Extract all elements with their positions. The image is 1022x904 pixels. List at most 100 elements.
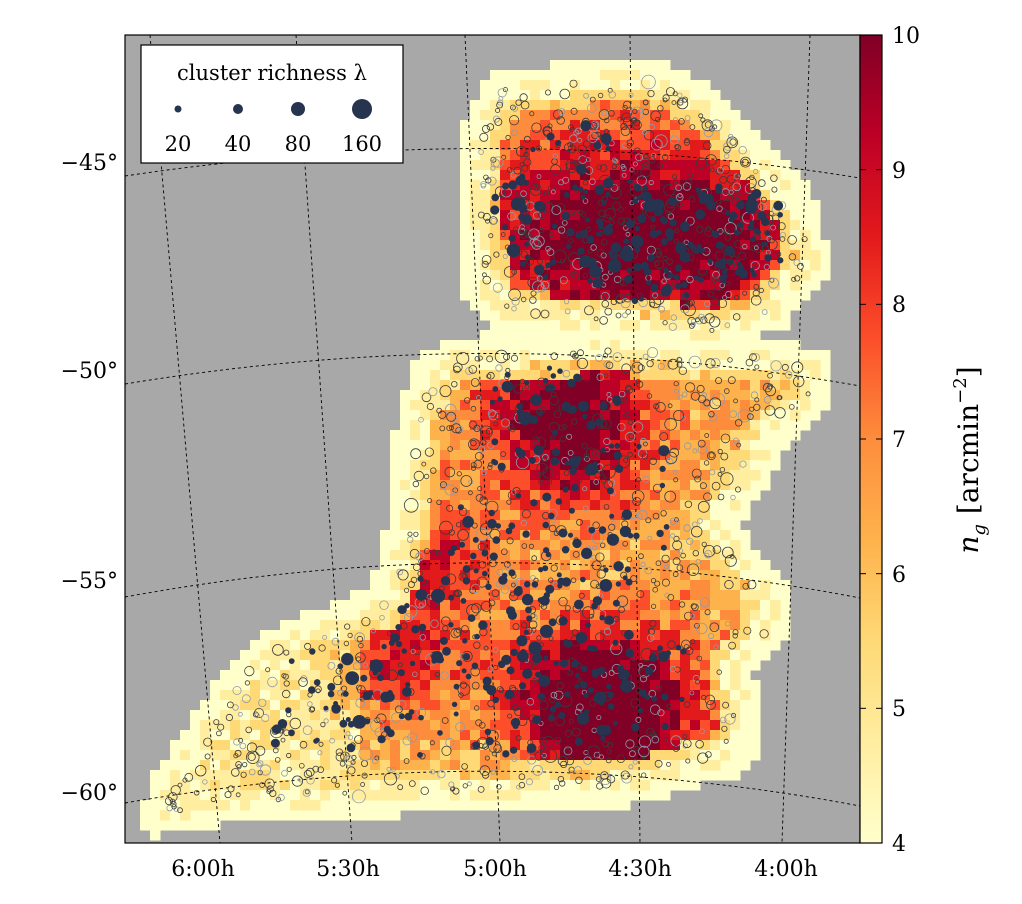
heatmap-cell xyxy=(510,460,521,471)
heatmap-cell xyxy=(740,560,751,571)
cluster-marker-open xyxy=(631,118,637,124)
footprint-edge-cell xyxy=(550,340,561,351)
heatmap-cell xyxy=(440,680,451,691)
heatmap-cell xyxy=(310,670,321,681)
heatmap-cell xyxy=(660,220,671,231)
footprint-edge-cell xyxy=(740,750,751,761)
cluster-marker-open xyxy=(289,717,302,730)
heatmap-cell xyxy=(600,530,611,541)
heatmap-cell xyxy=(700,470,711,481)
cluster-marker-open xyxy=(752,289,760,297)
heatmap-cell xyxy=(520,270,531,281)
cluster-marker-open xyxy=(694,475,701,483)
heatmap-cell xyxy=(600,680,611,691)
cluster-marker-open xyxy=(244,680,250,686)
cluster-marker-filled xyxy=(603,567,609,573)
heatmap-cell xyxy=(600,320,611,331)
heatmap-cell xyxy=(620,150,631,161)
heatmap-cell xyxy=(500,130,511,141)
heatmap-cell xyxy=(580,320,591,331)
heatmap-cell xyxy=(460,460,471,471)
cluster-marker-filled xyxy=(564,691,571,698)
heatmap-cell xyxy=(550,510,561,521)
heatmap-cell xyxy=(600,360,611,371)
heatmap-cell xyxy=(710,740,721,751)
heatmap-cell xyxy=(640,490,651,501)
cluster-marker-open xyxy=(492,664,499,671)
heatmap-cell xyxy=(790,270,801,281)
heatmap-cell xyxy=(660,300,671,311)
heatmap-cell xyxy=(490,230,501,241)
cluster-marker-open xyxy=(468,438,480,451)
cluster-marker-filled xyxy=(501,380,514,393)
heatmap-cell xyxy=(630,350,641,361)
heatmap-cell xyxy=(670,210,681,221)
heatmap-cell xyxy=(650,300,661,311)
heatmap-cell xyxy=(700,200,711,211)
cluster-marker-open xyxy=(701,119,714,132)
heatmap-cell xyxy=(720,230,731,241)
cluster-marker-open xyxy=(550,352,559,361)
heatmap-cell xyxy=(450,750,461,761)
heatmap-cell xyxy=(610,170,621,181)
cluster-marker-filled xyxy=(492,459,499,466)
cluster-marker-open xyxy=(492,115,500,123)
heatmap-cell xyxy=(500,440,511,451)
heatmap-cell xyxy=(770,300,781,311)
cluster-marker-open xyxy=(683,524,691,532)
heatmap-cell xyxy=(550,490,561,501)
heatmap-cell xyxy=(640,300,651,311)
heatmap-cell xyxy=(620,300,631,311)
heatmap-cell xyxy=(530,510,541,521)
heatmap-cell xyxy=(680,490,691,501)
cluster-marker-filled xyxy=(556,572,562,578)
cluster-marker-open xyxy=(491,751,497,757)
heatmap-cell xyxy=(470,370,481,381)
cluster-marker-filled xyxy=(607,691,615,699)
heatmap-cell xyxy=(720,280,731,291)
footprint-edge-cell xyxy=(790,340,801,351)
heatmap-cell xyxy=(510,490,521,501)
heatmap-cell xyxy=(330,680,341,691)
heatmap-cell xyxy=(490,560,501,571)
heatmap-cell xyxy=(290,780,301,791)
cluster-marker-open xyxy=(624,431,636,443)
heatmap-cell xyxy=(190,740,201,751)
heatmap-cell xyxy=(720,570,731,581)
heatmap-cell xyxy=(560,380,571,391)
heatmap-cell xyxy=(700,490,711,501)
heatmap-cell xyxy=(660,80,671,91)
heatmap-cell xyxy=(620,400,631,411)
heatmap-cell xyxy=(300,740,311,751)
heatmap-cell xyxy=(490,380,501,391)
footprint-edge-cell xyxy=(750,480,761,491)
cluster-marker-open xyxy=(648,179,654,186)
cluster-marker-open xyxy=(568,718,574,724)
cluster-marker-open xyxy=(573,161,579,167)
heatmap-cell xyxy=(730,470,741,481)
cluster-marker-open xyxy=(521,543,528,549)
cluster-marker-open xyxy=(562,176,570,184)
cluster-marker-open xyxy=(655,685,662,693)
footprint-edge-cell xyxy=(750,330,761,341)
heatmap-cell xyxy=(550,120,561,131)
heatmap-cell xyxy=(520,90,531,101)
heatmap-cell xyxy=(590,480,601,491)
heatmap-cell xyxy=(400,750,411,761)
cluster-marker-open xyxy=(564,605,571,612)
heatmap-cell xyxy=(490,450,501,461)
heatmap-cell xyxy=(680,480,691,491)
heatmap-cell xyxy=(700,370,711,381)
heatmap-cell xyxy=(770,380,781,391)
heatmap-cell xyxy=(250,670,261,681)
cluster-marker-open xyxy=(341,685,348,692)
heatmap-cell xyxy=(300,770,311,781)
footprint-edge-cell xyxy=(790,180,801,191)
cluster-marker-open xyxy=(548,232,554,238)
footprint-edge-cell xyxy=(460,270,471,281)
heatmap-cell xyxy=(710,500,721,511)
cluster-marker-open xyxy=(593,751,601,759)
heatmap-cell xyxy=(590,410,601,421)
heatmap-cell xyxy=(230,710,241,721)
heatmap-cell xyxy=(600,230,611,241)
